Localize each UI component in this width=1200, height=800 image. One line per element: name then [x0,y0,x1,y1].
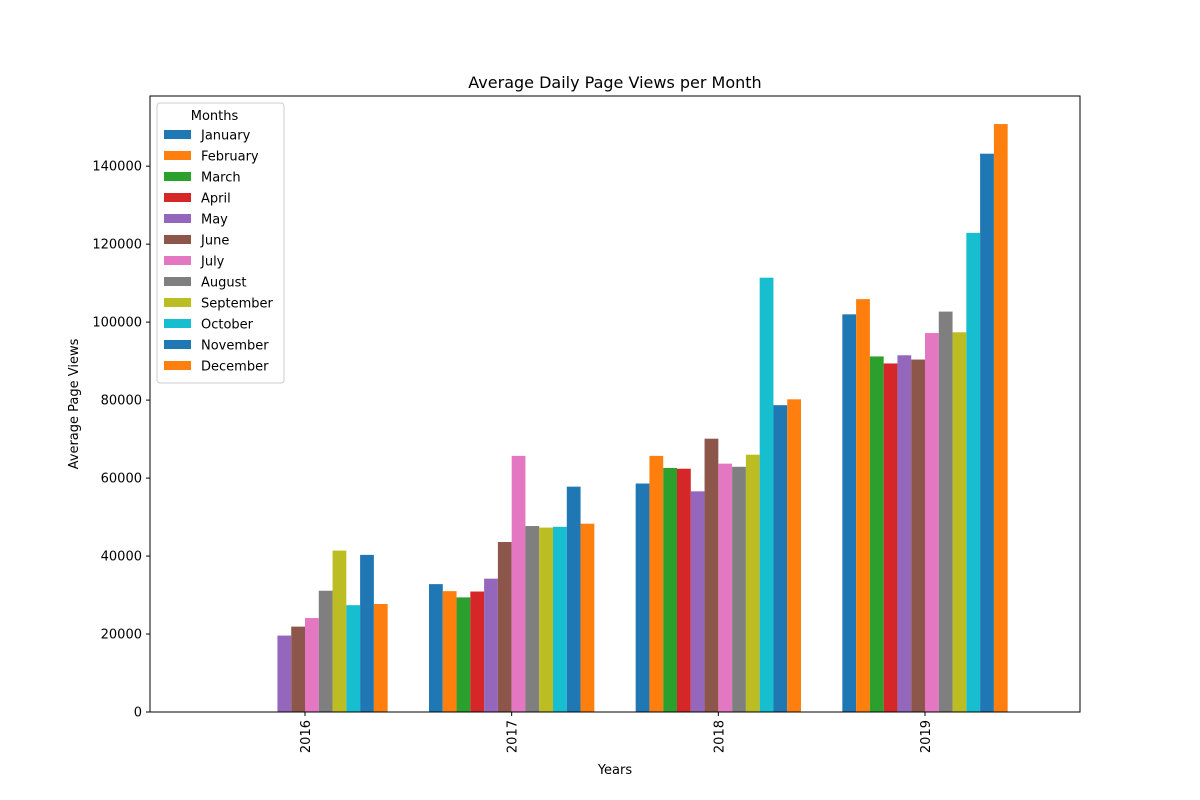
bar-december-2016 [373,604,388,712]
y-tick-label: 140000 [92,160,142,175]
bar-april-2018 [677,468,691,712]
y-tick-label: 0 [134,706,142,721]
x-tick-label: 2019 [919,720,934,753]
bar-september-2016 [332,550,347,712]
legend-label-september: September [201,297,274,312]
legend-swatch-february [164,151,191,160]
bar-august-2018 [732,466,746,712]
bar-june-2017 [497,542,512,712]
bar-may-2018 [690,491,705,712]
legend-title: Months [191,109,239,124]
bar-may-2016 [277,635,292,712]
bar-september-2018 [745,454,760,712]
bar-may-2017 [484,578,498,712]
bar-march-2019 [869,356,884,712]
bar-november-2016 [360,554,374,712]
bar-june-2018 [704,438,719,712]
legend-label-december: December [201,360,269,375]
legend-label-january: January [200,129,251,144]
bar-july-2017 [511,455,526,712]
bar-january-2018 [635,483,650,712]
legend-swatch-july [164,256,191,265]
bar-september-2017 [539,527,553,712]
legend-swatch-march [164,172,191,181]
bar-september-2019 [952,332,967,712]
x-axis-title: Years [597,763,633,778]
bar-may-2019 [897,355,912,712]
bar-december-2019 [993,124,1008,712]
legend-label-april: April [201,192,231,207]
axes-layer: 0 20000 40000 60000 80000 100000 120000 140000 2… [92,95,1081,753]
legend-label-may: May [201,213,228,228]
legend-swatch-may [164,214,191,223]
y-axis-title: Average Page Views [67,338,82,469]
legend-label-june: June [200,234,229,249]
bar-january-2019 [842,314,857,712]
bar-december-2018 [787,399,801,712]
legend-label-march: March [201,171,241,186]
legend-swatch-october [164,319,191,328]
bar-march-2017 [456,597,471,712]
legend-label-november: November [201,339,269,354]
bar-november-2017 [566,486,581,712]
y-tick-label: 80000 [101,394,142,409]
y-tick-label: 40000 [101,550,142,565]
bar-march-2018 [663,467,677,712]
y-tick-label: 60000 [101,472,142,487]
bar-april-2019 [883,363,898,712]
legend-swatch-january [164,130,191,139]
bar-august-2017 [525,526,540,712]
legend-swatch-november [164,340,191,349]
x-tick-label: 2016 [299,720,314,753]
y-tick-label: 120000 [92,238,142,253]
plot-frame [149,95,1081,713]
bar-february-2019 [856,299,870,712]
legend-swatch-april [164,193,191,202]
bar-november-2019 [980,153,994,712]
legend: Months January February March April May June Ju… [156,102,285,384]
bar-january-2017 [429,584,443,712]
bar-december-2017 [580,523,595,712]
y-tick-label: 100000 [92,316,142,331]
bar-july-2016 [305,618,319,712]
bars-layer [277,124,1008,712]
legend-swatch-august [164,277,191,286]
chart-title: Average Daily Page Views per Month [468,73,761,92]
bar-june-2016 [291,626,305,712]
legend-label-july: July [200,255,225,270]
bar-february-2018 [649,455,664,712]
y-tick-label: 20000 [101,628,142,643]
bar-october-2016 [346,605,361,712]
x-tick-label: 2017 [506,720,521,753]
bar-october-2018 [759,277,774,712]
bar-july-2018 [718,463,733,712]
legend-swatch-september [164,298,191,307]
bar-november-2018 [773,405,788,712]
legend-swatch-december [164,361,191,370]
bar-february-2017 [442,591,457,712]
bar-august-2016 [318,590,333,712]
bar-october-2019 [966,232,981,712]
bar-april-2017 [470,591,485,712]
legend-label-february: February [201,150,259,165]
legend-label-august: August [201,276,247,291]
bar-june-2019 [911,359,925,712]
x-tick-label: 2018 [712,720,727,753]
bar-october-2017 [553,526,567,712]
bar-august-2019 [938,311,953,712]
legend-swatch-june [164,235,191,244]
bar-july-2019 [925,333,939,712]
legend-label-october: October [201,318,254,333]
